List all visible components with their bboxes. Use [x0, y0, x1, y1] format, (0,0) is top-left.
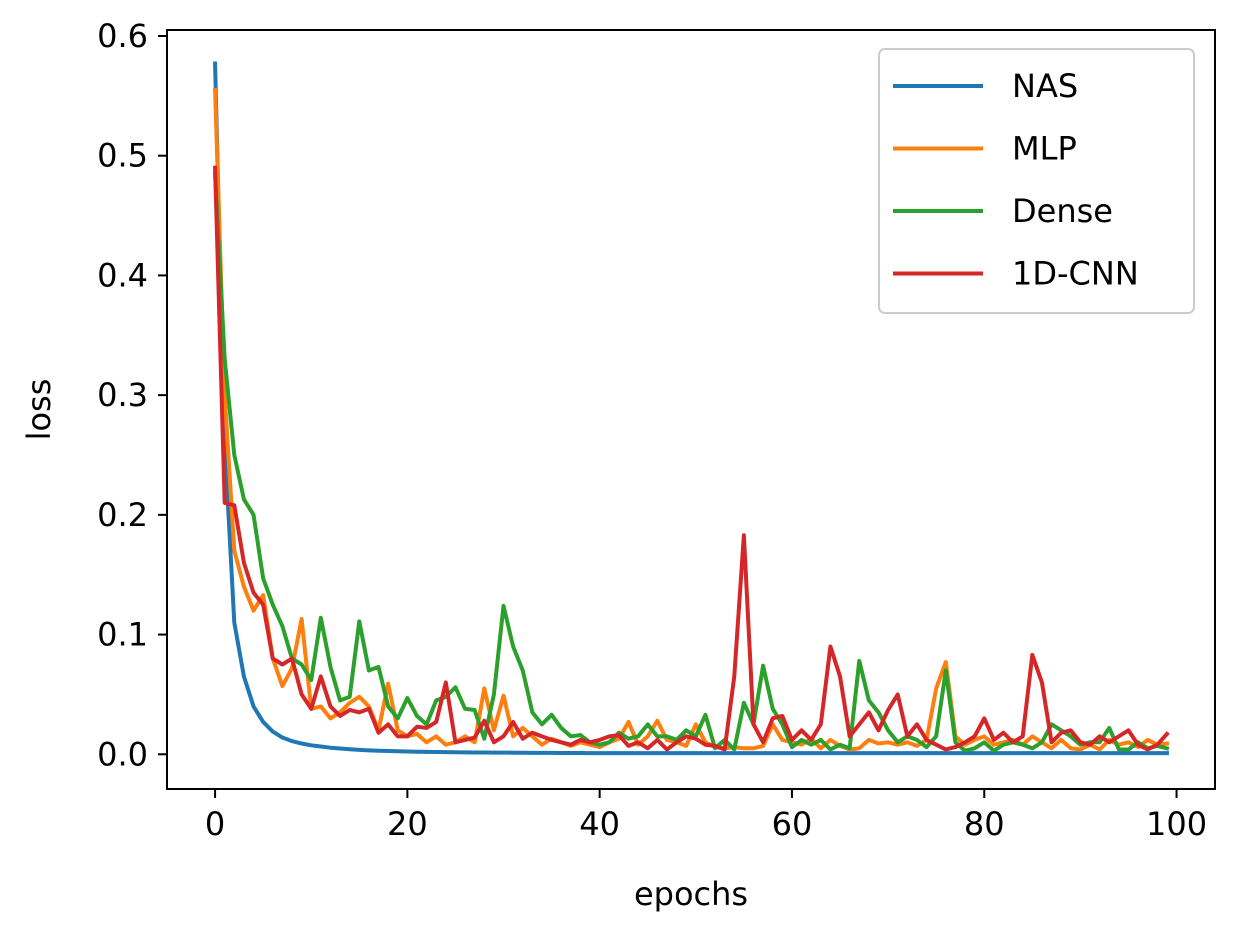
- y-tick-label: 0.1: [97, 616, 148, 654]
- legend-label-nas: NAS: [1012, 67, 1078, 105]
- x-tick-label: 60: [772, 805, 813, 843]
- x-tick-label: 40: [579, 805, 620, 843]
- y-tick-label: 0.6: [97, 17, 148, 55]
- y-tick-label: 0.2: [97, 496, 148, 534]
- y-tick-label: 0.3: [97, 376, 148, 414]
- x-tick-label: 100: [1146, 805, 1207, 843]
- y-tick-label: 0.4: [97, 256, 148, 294]
- y-axis-label: loss: [20, 379, 58, 441]
- series-line-nas: [213, 61, 1169, 756]
- legend-label-mlp: MLP: [1012, 130, 1077, 168]
- y-tick-label: 0.0: [97, 735, 148, 773]
- legend-label-dense: Dense: [1012, 192, 1113, 230]
- plot-frame: [166, 29, 1216, 790]
- y-tick-label: 0.5: [97, 137, 148, 175]
- x-axis-ticks: 0 20 40 60 80 100: [205, 789, 1207, 843]
- x-tick-label: 20: [387, 805, 428, 843]
- series-layer: [212, 61, 1170, 756]
- series-line-1d-cnn: [213, 165, 1170, 752]
- legend: NAS MLP Dense 1D-CNN: [878, 48, 1195, 314]
- legend-box: [878, 48, 1195, 314]
- x-tick-label: 80: [964, 805, 1005, 843]
- axes-layer: 0 20 40 60 80 100 0.0 0.1 0.2 0.3 0.4 0.5 0.6 epoch…: [20, 17, 1216, 913]
- y-axis-ticks: 0.0 0.1 0.2 0.3 0.4 0.5 0.6: [97, 17, 167, 773]
- series-line-dense: [212, 171, 1170, 753]
- legend-label-1d-cnn: 1D-CNN: [1012, 255, 1139, 293]
- x-axis-label: epochs: [634, 875, 748, 913]
- x-tick-label: 0: [205, 805, 225, 843]
